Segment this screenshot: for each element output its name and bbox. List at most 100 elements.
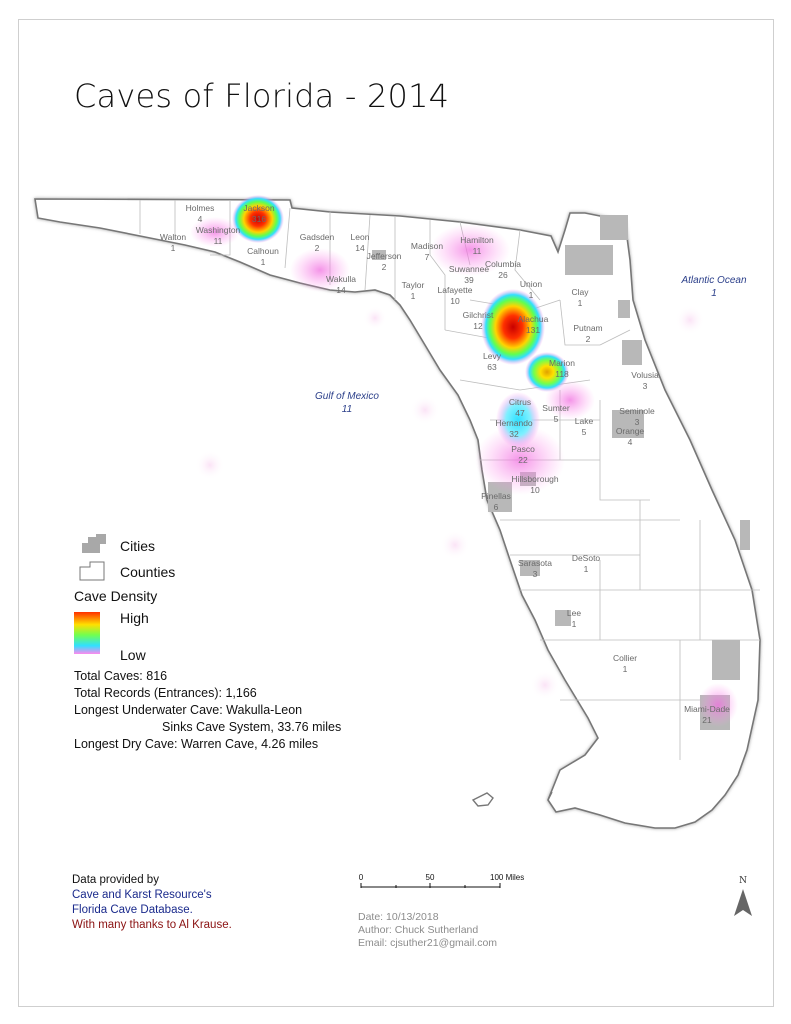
legend-counties-label: Counties [120,564,176,580]
county-name-label: Miami-Dade [684,704,730,714]
county-name-label: Union [520,279,542,289]
credit-line-4: With many thanks to Al Krause. [72,919,232,931]
county-count-label: 21 [702,715,712,725]
county-name-label: Gadsden [300,232,335,242]
county-count-label: 10 [450,296,460,306]
county-count-label: 11 [214,236,223,246]
legend-high-label: High [120,610,149,626]
credit-line-3: Florida Cave Database. [72,904,193,916]
ocean-count-atlantic: 1 [711,288,717,299]
county-name-label: Jackson [243,203,274,213]
county-name-label: Washington [196,225,241,235]
county-name-label: Putnam [573,323,602,333]
county-name-label: Gilchrist [463,310,494,320]
stats-block: Total Caves: 816 Total Records (Entrance… [74,668,341,753]
county-count-label: 316 [252,214,266,224]
county-name-label: Lee [567,608,581,618]
county-count-label: 2 [382,262,387,272]
heat-faint [410,395,440,425]
county-count-label: 1 [171,243,176,253]
scale-label-0: 0 [359,873,364,882]
county-name-label: Columbia [485,259,521,269]
county-name-label: Clay [571,287,589,297]
florida-keys [547,791,553,801]
heat-faint [675,305,705,335]
county-name-label: Volusia [631,370,659,380]
county-count-label: 2 [586,334,591,344]
heat-faint [698,683,738,727]
map-title: Caves of Florida - 2014 [74,77,450,115]
heat-faint [440,530,470,560]
county-count-label: 11 [473,246,482,256]
county-count-label: 39 [464,275,474,285]
stat-total-records: Total Records (Entrances): 1,166 [74,686,257,700]
county-count-label: 32 [509,429,519,439]
credit-line-2: Cave and Karst Resource's [72,889,212,901]
credit-line-1: Data provided by [72,874,159,886]
heat-faint [430,224,510,276]
county-count-label: 1 [529,290,534,300]
heat-faint [363,306,387,330]
heat-jackson [232,195,284,243]
heat-faint [195,450,225,480]
density-heatmap [190,195,738,727]
heat-faint [290,248,350,292]
county-count-label: 1 [411,291,416,301]
county-count-label: 6 [494,502,499,512]
legend-counties-icon [79,561,105,581]
ocean-label-gulf: Gulf of Mexico [315,391,379,402]
county-name-label: Pinellas [481,491,511,501]
county-name-label: Marion [549,358,575,368]
county-count-label: 26 [498,270,508,280]
scale-label-50: 50 [426,873,435,882]
county-name-label: Hernando [495,418,533,428]
florida-outline [34,198,761,829]
county-name-label: Collier [613,653,637,663]
county-name-label: Lake [575,416,594,426]
county-count-label: 12 [473,321,483,331]
heat-faint [190,217,240,247]
scale-label-100: 100 Miles [490,873,524,882]
county-count-label: 1 [623,664,628,674]
stat-longest-dry: Longest Dry Cave: Warren Cave, 4.26 mile… [74,737,319,751]
county-count-label: 1 [584,564,589,574]
stat-total-caves: Total Caves: 816 [74,669,168,683]
heat-alachua [481,289,545,365]
county-name-label: Hamilton [460,235,494,245]
county-name-label: Holmes [186,203,215,213]
heat-citrus [496,392,540,448]
county-name-label: Jefferson [367,251,402,261]
county-count-label: 3 [533,569,538,579]
north-arrow-icon: N [734,876,752,916]
meta-block: Date: 10/13/2018 Author: Chuck Sutherlan… [358,911,497,950]
legend-density-title: Cave Density [74,588,158,604]
county-name-label: Hillsborough [511,474,559,484]
key-island [471,792,494,807]
heat-marion [525,352,569,392]
county-count-label: 5 [554,414,559,424]
stat-longest-underwater: Longest Underwater Cave: Wakulla-Leon [74,703,303,717]
county-count-label: 22 [518,455,528,465]
county-name-label: Levy [483,351,502,361]
county-name-label: Suwannee [449,264,489,274]
county-name-label: Madison [411,241,443,251]
legend-cities-label: Cities [120,538,156,554]
county-count-label: 63 [487,362,497,372]
county-name-label: Leon [351,232,370,242]
county-name-label: Seminole [619,406,655,416]
county-name-label: Wakulla [326,274,356,284]
meta-author: Author: Chuck Sutherland [358,924,479,936]
legend-cities-icon [82,534,106,553]
ocean-count-gulf: 11 [342,404,352,415]
county-name-label: Orange [616,426,645,436]
county-name-label: Alachua [518,314,549,324]
county-count-label: 2 [315,243,320,253]
svg-text:N: N [739,876,747,886]
county-count-label: 3 [643,381,648,391]
county-labels: Holmes4Jackson316Walton1Washington11Calh… [160,203,730,725]
credits-block: Data provided by Cave and Karst Resource… [72,873,232,933]
meta-email: Email: cjsuther21@gmail.com [358,937,498,949]
legend-density-ramp [74,612,100,654]
county-count-label: 10 [530,485,540,495]
